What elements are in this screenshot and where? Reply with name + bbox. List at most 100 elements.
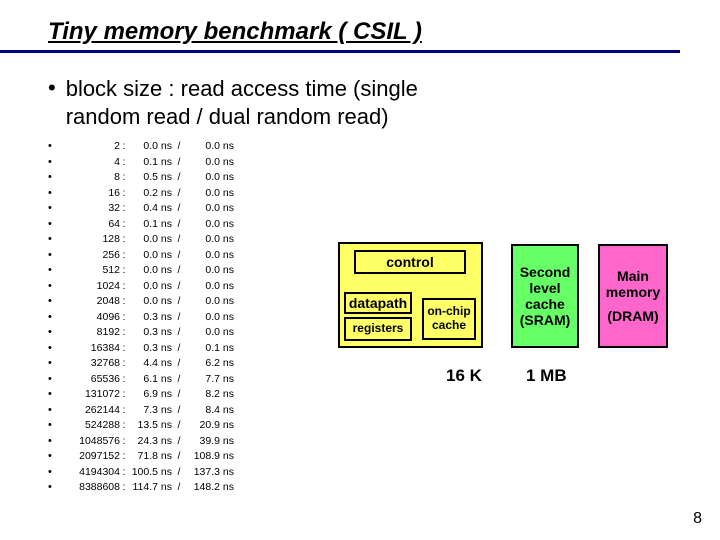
cell-slash: /: [172, 449, 186, 465]
cell-slash: /: [172, 418, 186, 434]
cell-colon: :: [120, 387, 128, 403]
cell-colon: :: [120, 434, 128, 450]
bullet-dot: •: [48, 449, 66, 465]
cell-slash: /: [172, 170, 186, 186]
cell-slash: /: [172, 155, 186, 171]
cell-value-1: 0.3 ns: [128, 341, 172, 357]
slide-title: Tiny memory benchmark ( CSIL ): [48, 18, 680, 46]
bullet-dot: •: [48, 465, 66, 481]
cell-value-2: 0.0 ns: [186, 155, 234, 171]
cell-size: 2097152: [66, 449, 120, 465]
cell-slash: /: [172, 356, 186, 372]
cell-colon: :: [120, 170, 128, 186]
cell-slash: /: [172, 325, 186, 341]
l2-line-1: Second: [520, 264, 571, 280]
data-row: •4:0.1 ns/0.0 ns: [48, 155, 720, 171]
data-row: •16:0.2 ns/0.0 ns: [48, 186, 720, 202]
cell-value-1: 0.3 ns: [128, 325, 172, 341]
bullet-dot: •: [48, 403, 66, 419]
bullet-dot: •: [48, 372, 66, 388]
cell-value-1: 0.5 ns: [128, 170, 172, 186]
cell-value-2: 0.0 ns: [186, 232, 234, 248]
control-box: control: [354, 250, 466, 274]
cell-value-2: 20.9 ns: [186, 418, 234, 434]
bullet-dot: •: [48, 294, 66, 310]
cell-value-1: 0.0 ns: [128, 139, 172, 155]
cell-value-2: 108.9 ns: [186, 449, 234, 465]
cell-value-1: 13.5 ns: [128, 418, 172, 434]
cell-slash: /: [172, 186, 186, 202]
bullet-dot: •: [48, 155, 66, 171]
cell-value-1: 6.1 ns: [128, 372, 172, 388]
cell-value-2: 0.0 ns: [186, 186, 234, 202]
cell-colon: :: [120, 418, 128, 434]
cell-size: 512: [66, 263, 120, 279]
cell-slash: /: [172, 310, 186, 326]
bullet-dot: •: [48, 170, 66, 186]
cell-value-1: 0.3 ns: [128, 310, 172, 326]
caption-16k: 16 K: [446, 366, 482, 386]
cell-slash: /: [172, 403, 186, 419]
cell-value-2: 0.1 ns: [186, 341, 234, 357]
data-row: •8:0.5 ns/0.0 ns: [48, 170, 720, 186]
bullet-dot: •: [48, 201, 66, 217]
cell-value-1: 7.3 ns: [128, 403, 172, 419]
cell-colon: :: [120, 403, 128, 419]
data-row: •1048576:24.3 ns/39.9 ns: [48, 434, 720, 450]
bullet-dot: •: [48, 310, 66, 326]
data-row: •262144:7.3 ns/8.4 ns: [48, 403, 720, 419]
cell-size: 524288: [66, 418, 120, 434]
cell-value-2: 0.0 ns: [186, 248, 234, 264]
cell-size: 8388608: [66, 480, 120, 496]
data-row: •8388608:114.7 ns/148.2 ns: [48, 480, 720, 496]
cell-size: 1048576: [66, 434, 120, 450]
cell-slash: /: [172, 263, 186, 279]
bullet-dot: •: [48, 387, 66, 403]
cell-value-2: 6.2 ns: [186, 356, 234, 372]
cell-value-1: 0.0 ns: [128, 263, 172, 279]
cell-colon: :: [120, 310, 128, 326]
cell-colon: :: [120, 263, 128, 279]
cell-value-1: 114.7 ns: [128, 480, 172, 496]
main-line-2: memory: [606, 284, 660, 300]
cell-value-1: 0.2 ns: [128, 186, 172, 202]
subtitle-block: • block size : read access time (single …: [48, 75, 720, 131]
cell-value-1: 0.0 ns: [128, 294, 172, 310]
bullet-dot: •: [48, 232, 66, 248]
l2-line-3: cache: [520, 296, 571, 312]
bullet-dot: •: [48, 75, 56, 101]
cell-size: 32: [66, 201, 120, 217]
cell-colon: :: [120, 356, 128, 372]
bullet-dot: •: [48, 186, 66, 202]
cell-value-2: 0.0 ns: [186, 325, 234, 341]
cell-value-2: 137.3 ns: [186, 465, 234, 481]
cell-value-1: 100.5 ns: [128, 465, 172, 481]
cell-slash: /: [172, 372, 186, 388]
cell-value-1: 71.8 ns: [128, 449, 172, 465]
subtitle-line-1: block size : read access time (single: [66, 75, 418, 103]
cell-value-1: 0.1 ns: [128, 217, 172, 233]
cell-size: 4096: [66, 310, 120, 326]
l2-line-2: level: [520, 280, 571, 296]
cell-size: 2: [66, 139, 120, 155]
l2-line-4: (SRAM): [520, 312, 571, 328]
data-row: •4194304:100.5 ns/137.3 ns: [48, 465, 720, 481]
cell-value-2: 0.0 ns: [186, 263, 234, 279]
cell-colon: :: [120, 449, 128, 465]
cell-slash: /: [172, 279, 186, 295]
cell-size: 65536: [66, 372, 120, 388]
cell-value-2: 8.4 ns: [186, 403, 234, 419]
caption-1mb: 1 MB: [526, 366, 567, 386]
bullet-dot: •: [48, 325, 66, 341]
cell-size: 131072: [66, 387, 120, 403]
l2-cache-box: Second level cache (SRAM): [511, 244, 579, 348]
bullet-dot: •: [48, 434, 66, 450]
cell-colon: :: [120, 480, 128, 496]
cell-colon: :: [120, 232, 128, 248]
cell-size: 4: [66, 155, 120, 171]
bullet-dot: •: [48, 139, 66, 155]
cell-slash: /: [172, 217, 186, 233]
data-row: •2:0.0 ns/0.0 ns: [48, 139, 720, 155]
cell-value-1: 0.1 ns: [128, 155, 172, 171]
memory-hierarchy-diagram: control datapath registers on-chip cache…: [338, 242, 678, 402]
